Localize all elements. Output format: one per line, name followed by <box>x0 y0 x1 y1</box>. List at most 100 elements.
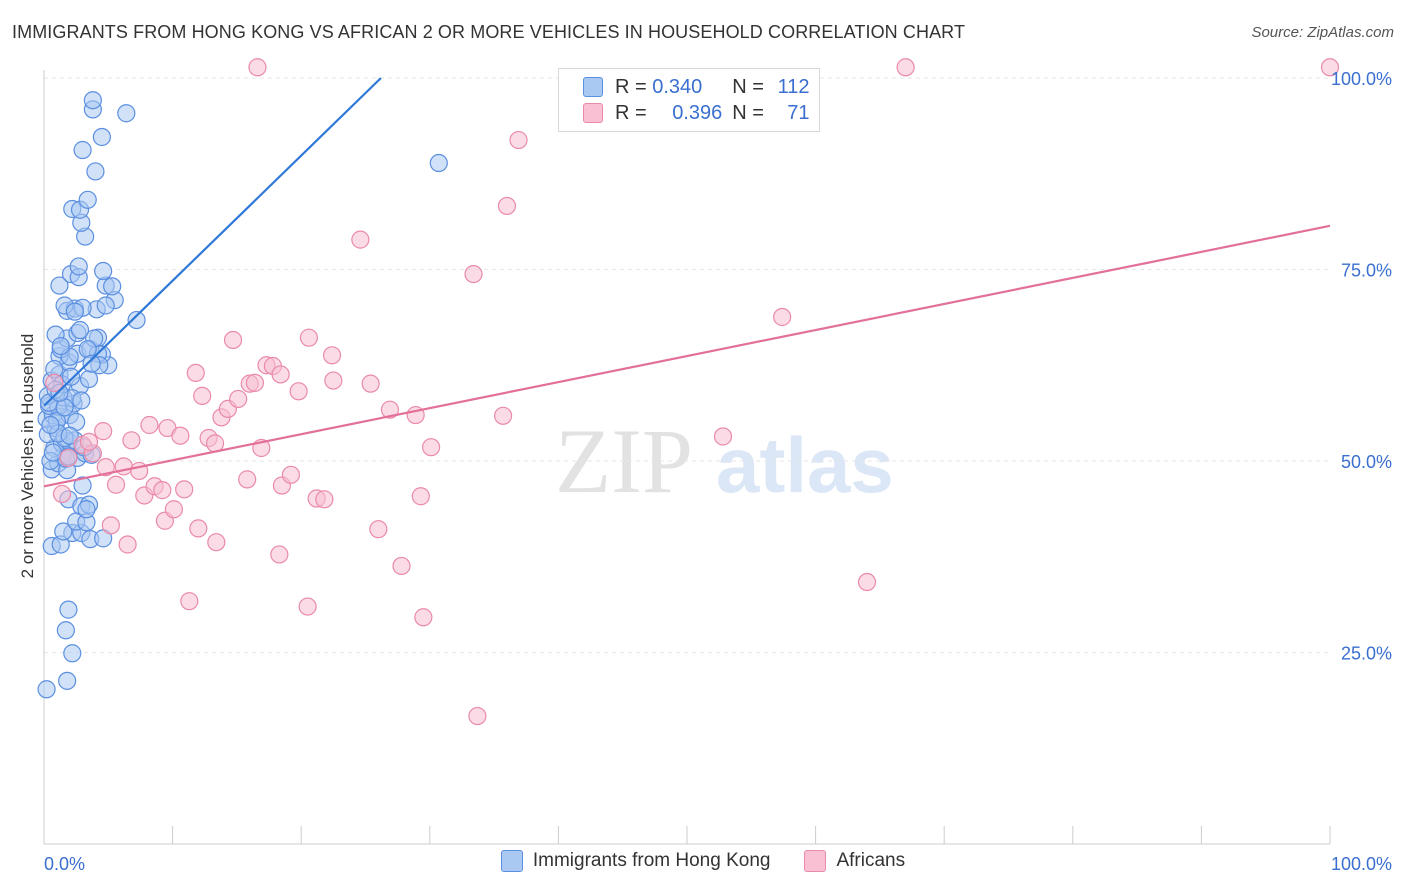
point-africans <box>245 373 265 392</box>
point-africans <box>52 484 72 504</box>
point-hong-kong <box>59 600 78 619</box>
y-tick-label: 75.0% <box>1341 261 1392 281</box>
point-hong-kong <box>77 500 96 519</box>
y-tick-label: 100.0% <box>1331 69 1392 89</box>
point-hong-kong <box>54 522 73 541</box>
point-africans <box>94 422 113 441</box>
source-credit: Source: ZipAtlas.com <box>1251 24 1394 41</box>
point-hong-kong <box>58 671 77 690</box>
x-tick-label-max: 100.0% <box>1331 854 1392 874</box>
point-hong-kong <box>78 190 97 209</box>
point-africans <box>122 431 141 450</box>
point-africans <box>180 592 199 611</box>
trend-line-hong-kong <box>43 77 382 407</box>
point-hong-kong <box>65 302 84 321</box>
r-label: R = <box>615 101 647 124</box>
point-hong-kong <box>69 257 88 276</box>
point-hong-kong <box>50 276 69 295</box>
point-africans <box>713 427 733 446</box>
point-africans <box>153 481 172 500</box>
point-africans <box>411 487 430 506</box>
point-africans <box>322 346 342 365</box>
y-tick-label: 25.0% <box>1341 644 1392 664</box>
legend-label-hong-kong: Immigrants from Hong Kong <box>532 850 771 871</box>
point-africans <box>164 500 183 519</box>
point-africans <box>140 415 159 435</box>
point-africans <box>509 130 528 150</box>
point-africans <box>248 58 267 77</box>
point-africans <box>380 400 400 419</box>
point-africans <box>1320 58 1340 77</box>
point-africans <box>289 382 308 401</box>
point-africans <box>59 448 78 468</box>
point-hong-kong <box>83 91 102 110</box>
point-africans <box>223 330 243 350</box>
point-hong-kong <box>82 354 101 373</box>
point-hong-kong <box>103 277 122 296</box>
point-hong-kong <box>429 153 448 173</box>
point-hong-kong <box>94 261 113 281</box>
point-africans <box>96 458 115 477</box>
legend-stats: R = 0.340 N = 112 R = 0.396 N = 71 <box>558 68 820 132</box>
point-africans <box>361 374 380 393</box>
watermark: ZIP atlas <box>555 410 894 512</box>
point-africans <box>189 519 208 538</box>
point-hong-kong <box>51 337 70 356</box>
point-africans <box>79 432 99 451</box>
point-africans <box>369 520 388 539</box>
point-africans <box>896 58 915 77</box>
point-africans <box>271 365 290 384</box>
chart-title: IMMIGRANTS FROM HONG KONG VS AFRICAN 2 O… <box>12 22 966 42</box>
watermark-atlas: atlas <box>716 421 894 509</box>
point-hong-kong <box>43 443 63 462</box>
point-africans <box>773 307 792 327</box>
y-tick-label: 50.0% <box>1341 452 1392 472</box>
legend-row-hong-kong: R = 0.340 N = 112 <box>583 75 810 99</box>
point-hong-kong <box>60 426 79 445</box>
trend-lines <box>43 77 1331 488</box>
r-label: R = <box>615 75 647 98</box>
point-africans <box>351 230 370 249</box>
point-africans <box>106 475 126 494</box>
point-africans <box>315 490 334 509</box>
point-africans <box>494 406 513 425</box>
series-africans-points <box>45 58 1340 726</box>
point-africans <box>857 572 877 592</box>
point-africans <box>497 196 517 216</box>
n-value: 112 <box>777 75 810 98</box>
point-hong-kong <box>73 476 92 495</box>
point-africans <box>299 328 319 347</box>
swatch-hong-kong <box>583 77 603 97</box>
point-hong-kong <box>61 367 81 386</box>
point-africans <box>207 533 226 552</box>
point-africans <box>468 706 487 726</box>
legend-series: Immigrants from Hong Kong Africans <box>0 850 1406 872</box>
n-value: 71 <box>787 101 810 124</box>
point-hong-kong <box>117 104 136 123</box>
point-africans <box>186 363 205 383</box>
point-africans <box>421 438 441 457</box>
point-africans <box>193 386 212 405</box>
point-hong-kong <box>72 391 91 410</box>
point-africans <box>175 480 194 499</box>
point-africans <box>281 465 301 484</box>
point-africans <box>270 545 289 564</box>
n-label: N = <box>732 101 764 124</box>
r-value: 0.396 <box>672 101 723 124</box>
point-hong-kong <box>86 162 105 181</box>
point-hong-kong <box>127 310 146 330</box>
swatch-hong-kong <box>500 850 523 872</box>
x-tick-label-min: 0.0% <box>44 854 85 874</box>
series-hong-kong-points <box>37 91 448 699</box>
swatch-africans <box>583 103 603 123</box>
gridlines <box>44 77 1330 653</box>
legend-item-africans: Africans <box>804 850 905 872</box>
n-label: N = <box>732 75 764 98</box>
tick-labels: 25.0% 50.0% 75.0% 100.0% 0.0% 100.0% <box>44 69 1392 874</box>
point-hong-kong <box>63 644 82 663</box>
r-value: 0.340 <box>652 75 703 98</box>
point-africans <box>171 426 190 445</box>
point-hong-kong <box>56 621 75 640</box>
point-africans <box>414 608 433 627</box>
